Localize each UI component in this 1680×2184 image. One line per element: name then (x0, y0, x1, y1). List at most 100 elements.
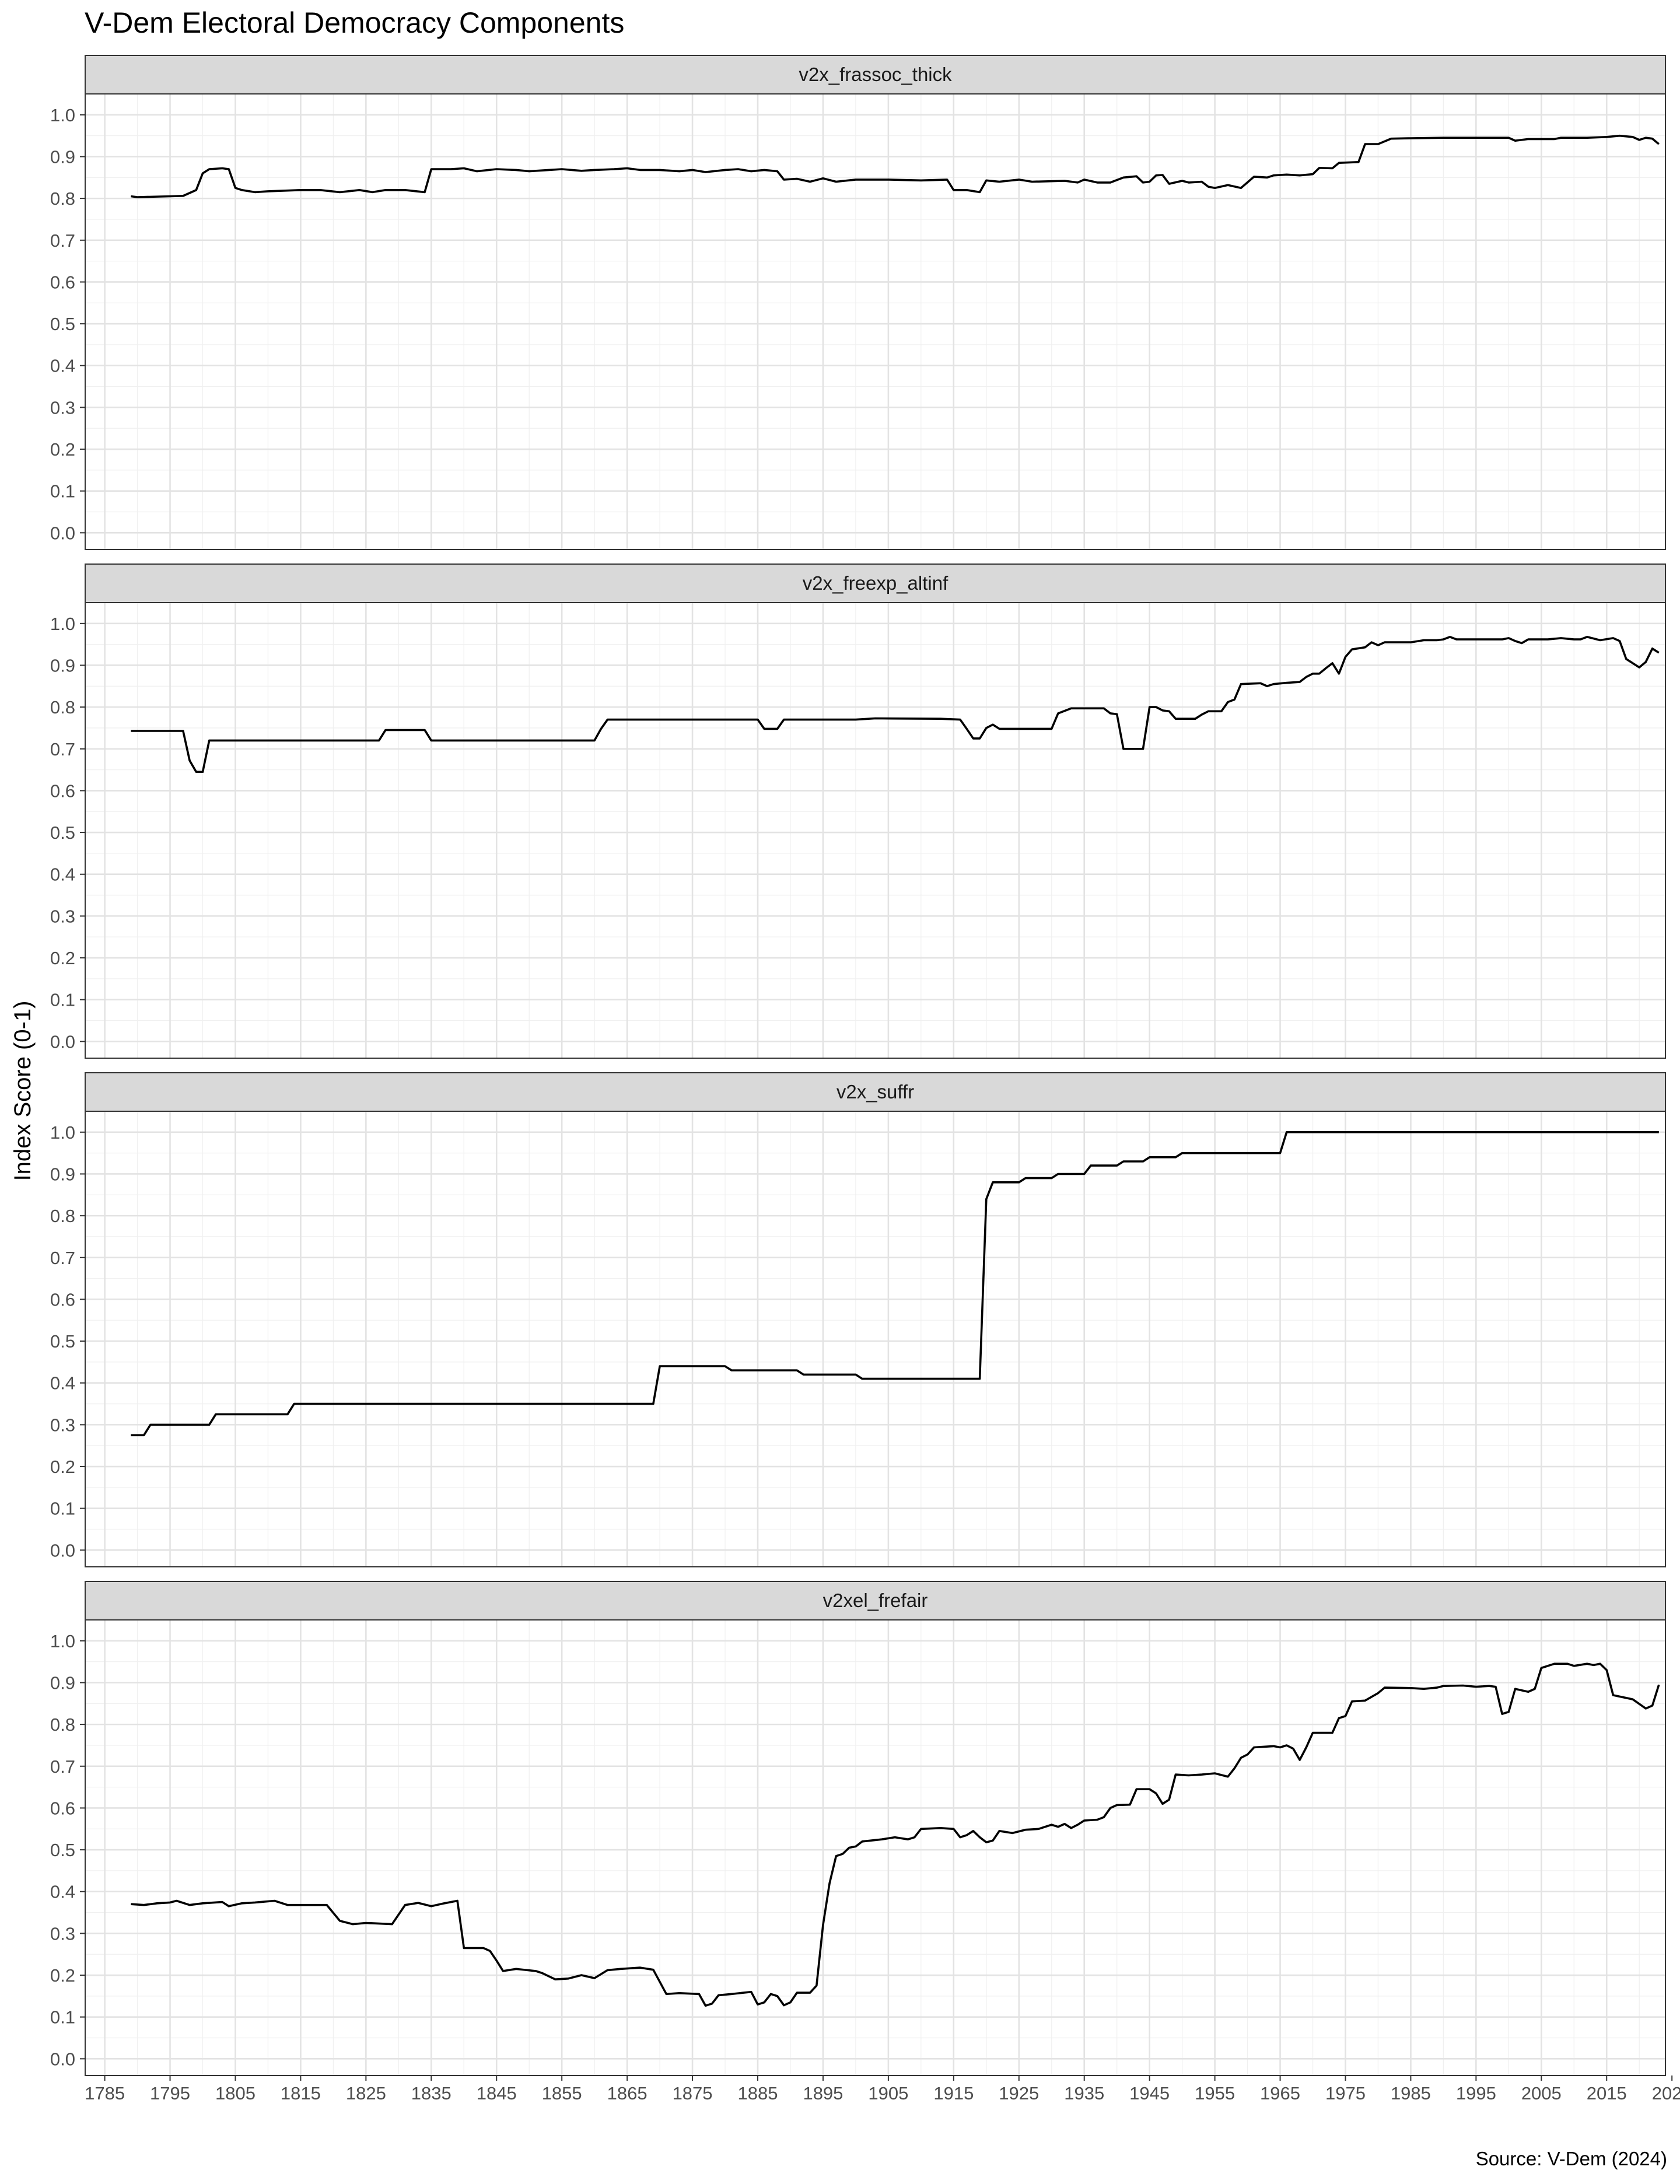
panel-background (85, 603, 1665, 1058)
x-tick-label: 1955 (1195, 2083, 1235, 2104)
x-tick-label: 1865 (607, 2083, 648, 2104)
y-tick-label: 0.9 (50, 655, 75, 676)
facet-strip-label: v2x_suffr (836, 1081, 914, 1102)
panel-background (85, 1111, 1665, 1567)
y-tick-label: 0.6 (50, 272, 75, 292)
y-tick-label: 0.0 (50, 1540, 75, 1560)
y-tick-label: 0.7 (50, 739, 75, 760)
y-tick-label: 0.9 (50, 1164, 75, 1184)
y-tick-label: 0.9 (50, 1672, 75, 1693)
x-tick-label: 1995 (1456, 2083, 1496, 2104)
y-tick-label: 0.9 (50, 146, 75, 167)
x-tick-label: 1825 (346, 2083, 386, 2104)
y-tick-label: 0.7 (50, 1248, 75, 1268)
facet-strip-label: v2xel_frefair (823, 1590, 928, 1611)
y-tick-label: 0.1 (50, 990, 75, 1010)
grid-lines (85, 603, 1665, 1058)
y-axis: 0.0 0.1 0.2 0.3 0.4 0.5 0.6 0.7 0.8 0.9 1.0 (50, 614, 85, 1052)
x-tick-label: 2005 (1521, 2083, 1562, 2104)
y-tick-label: 0.3 (50, 1415, 75, 1435)
y-tick-label: 0.5 (50, 1331, 75, 1352)
x-tick-label: 1845 (477, 2083, 517, 2104)
y-axis: 0.0 0.1 0.2 0.3 0.4 0.5 0.6 0.7 0.8 0.9 1.0 (50, 1122, 85, 1560)
panel-background (85, 94, 1665, 550)
grid-lines (85, 1620, 1665, 2076)
y-tick-label: 0.4 (50, 1373, 75, 1394)
x-tick-label: 1935 (1064, 2083, 1104, 2104)
series-line-v2x_freexp_altinf (131, 636, 1660, 773)
y-tick-label: 0.6 (50, 780, 75, 801)
y-tick-label: 0.1 (50, 2007, 75, 2028)
facet-panels: v2x_frassoc_thick0.00.10.20.30.40.50.60.… (50, 55, 1666, 2076)
y-tick-label: 0.3 (50, 397, 75, 418)
facet-panel-v2x_suffr: v2x_suffr 0.0 0.1 0.2 0.3 0.4 0.5 0.6 0.7 0.8 0.9 1… (50, 1072, 1666, 1567)
y-tick-label: 0.7 (50, 230, 75, 251)
x-tick-label: 1975 (1325, 2083, 1366, 2104)
series-line-v2x_frassoc_thick (131, 134, 1660, 198)
x-tick-label: 1875 (673, 2083, 713, 2104)
y-tick-label: 0.2 (50, 1965, 75, 1986)
x-tick-label: 1885 (738, 2083, 778, 2104)
y-tick-label: 0.4 (50, 864, 75, 885)
x-tick-label: 1795 (150, 2083, 190, 2104)
facet-strip (85, 1581, 1666, 1620)
y-axis-title: Index Score (0-1) (10, 1000, 36, 1181)
y-tick-label: 0.0 (50, 2049, 75, 2069)
panel-border (85, 1619, 1666, 2076)
y-tick-label: 0.3 (50, 1923, 75, 1944)
x-tick-label: 1785 (85, 2083, 125, 2104)
x-tick-label: 1985 (1391, 2083, 1431, 2104)
y-tick-label: 0.4 (50, 356, 75, 376)
y-tick-label: 0.8 (50, 697, 75, 718)
y-tick-label: 0.2 (50, 1457, 75, 1477)
y-tick-label: 1.0 (50, 614, 75, 634)
y-tick-label: 0.5 (50, 822, 75, 843)
y-tick-label: 0.1 (50, 1499, 75, 1519)
x-tick-label: 1915 (933, 2083, 974, 2104)
y-tick-label: 0.8 (50, 1714, 75, 1735)
x-tick-label: 1965 (1260, 2083, 1300, 2104)
x-tick-label: 1945 (1129, 2083, 1170, 2104)
panel-background (85, 1620, 1665, 2076)
source-caption: Source: V-Dem (2024) (1476, 2148, 1667, 2169)
y-axis: 0.0 0.1 0.2 0.3 0.4 0.5 0.6 0.7 0.8 0.9 1.0 (50, 1631, 85, 2069)
facet-strip (85, 564, 1666, 603)
x-tick-label: 1805 (215, 2083, 256, 2104)
facet-strip (85, 55, 1666, 94)
chart-title: V-Dem Electoral Democracy Components (85, 6, 624, 39)
x-axis: 1785 1795 1805 1815 1825 1835 1845 1855 1865 1875… (85, 2076, 1680, 2104)
x-tick-label: 1815 (281, 2083, 321, 2104)
x-tick-label: 1905 (868, 2083, 908, 2104)
x-tick-label: 1835 (411, 2083, 452, 2104)
y-axis: 0.0 0.1 0.2 0.3 0.4 0.5 0.6 0.7 0.8 0.9 1.0 (50, 105, 85, 543)
x-tick-label: 1895 (803, 2083, 843, 2104)
series-line-v2xel_frefair (131, 1662, 1660, 2007)
series-line-v2x_suffr (131, 1131, 1659, 1437)
panel-border (85, 1111, 1666, 1567)
facet-panel-v2xel_frefair: v2xel_frefair 0.0 0.1 0.2 0.3 0.4 0.5 0.6 0.7 0.8… (50, 1581, 1666, 2076)
y-tick-label: 1.0 (50, 105, 75, 125)
y-tick-label: 0.5 (50, 1840, 75, 1860)
y-tick-label: 0.5 (50, 314, 75, 334)
y-tick-label: 0.4 (50, 1882, 75, 1902)
y-tick-label: 0.6 (50, 1798, 75, 1818)
y-tick-label: 0.8 (50, 1206, 75, 1226)
y-tick-label: 0.3 (50, 906, 75, 926)
y-tick-label: 1.0 (50, 1631, 75, 1651)
y-tick-label: 0.7 (50, 1756, 75, 1777)
y-tick-label: 0.2 (50, 439, 75, 460)
facet-panel-v2x_freexp_altinf: v2x_freexp_altinf0.00.10.20.30.40.50.60.… (50, 564, 1666, 1059)
y-tick-label: 0.8 (50, 188, 75, 209)
x-tick-label: 2015 (1587, 2083, 1627, 2104)
x-tick-label: 1925 (999, 2083, 1039, 2104)
x-tick-label: 2025 (1652, 2083, 1680, 2104)
y-tick-label: 1.0 (50, 1122, 75, 1143)
x-tick-label: 1855 (542, 2083, 582, 2104)
panel-border (85, 93, 1666, 550)
facet-strip-label: v2x_frassoc_thick (799, 64, 952, 85)
y-tick-label: 0.1 (50, 481, 75, 502)
y-tick-label: 0.0 (50, 523, 75, 543)
facet-panel-v2x_frassoc_thick: v2x_frassoc_thick0.00.10.20.30.40.50.60.… (50, 55, 1666, 550)
y-tick-label: 0.0 (50, 1031, 75, 1052)
